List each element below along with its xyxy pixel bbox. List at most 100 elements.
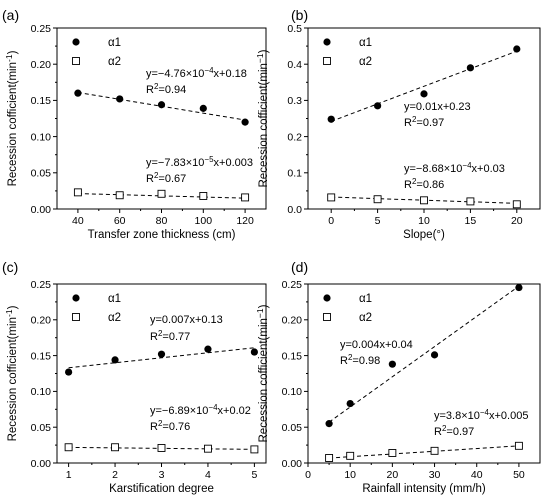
r-squared-main: R <box>150 421 158 433</box>
data-point <box>327 193 336 202</box>
y-tick-label: 0.2 <box>287 131 302 143</box>
fit-equation-main: y=3.8×10 <box>434 410 480 422</box>
data-point <box>250 445 259 454</box>
data-point <box>157 350 166 358</box>
x-tick-label: 80 <box>156 215 168 227</box>
x-tick-label: 30 <box>429 469 441 481</box>
x-axis-title: Karstification degree <box>109 483 214 495</box>
data-point <box>420 196 428 205</box>
panel-label: (b) <box>291 7 308 23</box>
data-point <box>250 348 258 356</box>
r-squared-value: =0.94 <box>158 84 186 96</box>
y-axis-title-sup: −1 <box>255 308 265 318</box>
y-tick-label: 0.00 <box>282 458 303 470</box>
y-tick-label: 0.15 <box>31 350 52 362</box>
legend-marker-open-square <box>323 57 331 65</box>
data-point <box>346 399 354 408</box>
fit-equation: y=−4.76×10−4x+0.18 <box>146 66 247 80</box>
x-tick-label: 20 <box>511 215 523 227</box>
data-point <box>430 351 439 359</box>
fit-equation-tail: x+0.02 <box>218 405 251 417</box>
data-point <box>157 444 166 452</box>
y-tick-label: 0.05 <box>282 422 303 434</box>
plot-frame <box>56 283 267 464</box>
y-axis-title: Recession cofficient(min−1) <box>255 304 270 442</box>
data-point <box>388 360 396 368</box>
r-squared-value: =0.97 <box>416 117 444 129</box>
y-axis-title-tail: ) <box>258 304 270 308</box>
data-point <box>115 191 124 200</box>
y-axis-title-tail: ) <box>7 50 19 54</box>
fit-equation-exponent: −5 <box>204 155 214 164</box>
data-point <box>64 443 73 452</box>
r-squared-value: =0.77 <box>162 331 190 343</box>
data-point <box>116 95 124 103</box>
legend-entry: α2 <box>108 56 121 68</box>
legend-marker-open-square <box>323 313 331 321</box>
r-squared-exponent: 2 <box>158 329 163 338</box>
x-tick-label: 0 <box>305 469 311 481</box>
panel-label: (c) <box>2 259 18 275</box>
legend-marker-filled-circle <box>323 38 331 46</box>
data-point <box>466 197 475 206</box>
r-squared-exponent: 2 <box>158 419 163 428</box>
r-squared: R2=0.77 <box>150 329 190 343</box>
fit-line <box>329 445 519 459</box>
data-point <box>466 64 474 72</box>
r-squared-value: =0.67 <box>158 173 186 185</box>
fit-equation-exponent: −4 <box>208 403 218 412</box>
legend-entry: α1 <box>108 293 121 305</box>
x-tick-label: 5 <box>375 215 381 227</box>
y-tick-label: 0.05 <box>31 168 52 180</box>
y-tick-label: 0.25 <box>31 23 52 35</box>
y-tick-label: 0.00 <box>31 204 52 216</box>
data-point <box>325 420 333 428</box>
y-tick-label: 0.10 <box>31 131 52 143</box>
y-tick-label: 0.4 <box>287 59 302 71</box>
fit-equation-exponent: −4 <box>462 161 472 170</box>
x-tick-label: 60 <box>114 215 126 227</box>
data-point <box>430 446 439 455</box>
fit-equation: y=−6.89×10−4x+0.02 <box>150 403 251 417</box>
legend-entry: α1 <box>108 37 121 49</box>
x-tick-label: 1 <box>66 469 72 481</box>
fit-equation-main: y=0.007x+0.13 <box>150 314 223 326</box>
y-tick-label: 0.20 <box>282 315 303 327</box>
data-point <box>513 45 521 53</box>
r-squared: R2=0.76 <box>150 419 190 433</box>
fit-equation: y=0.007x+0.13 <box>150 314 223 326</box>
fit-equation-tail: x+0.005 <box>489 410 528 422</box>
fit-equation: y=3.8×10−4x+0.005 <box>434 408 528 422</box>
r-squared-main: R <box>150 331 158 343</box>
data-point <box>157 189 166 198</box>
y-tick-label: 0.10 <box>282 386 303 398</box>
y-axis-title-main: Recession cofficient(min <box>258 318 270 442</box>
chart-panel-b: (b) 0.0 0.1 0.2 0.3 0.4 0.5 0 5 10 15 20 Slope(°) Rec… <box>255 7 541 241</box>
y-axis-title: Recession cofficient(min-1) <box>4 50 19 186</box>
y-tick-label: 0.15 <box>282 350 303 362</box>
y-axis-title-main: Recession cofficient(min <box>7 62 19 186</box>
fit-line <box>328 285 520 423</box>
y-axis-title-tail: ) <box>7 305 19 309</box>
fit-equation-main: y=0.004x+0.04 <box>340 339 413 351</box>
data-point <box>111 443 120 452</box>
x-tick-label: 0 <box>328 215 334 227</box>
fit-line <box>331 50 517 122</box>
fit-equation-main: y=−6.89×10 <box>150 405 208 417</box>
legend-marker-filled-circle <box>323 294 331 302</box>
r-squared-value: =0.86 <box>416 179 444 191</box>
data-point <box>241 193 250 202</box>
y-tick-label: 0.10 <box>31 386 52 398</box>
legend-entry: α2 <box>359 56 372 68</box>
data-point <box>388 449 397 457</box>
fit-equation-exponent: −4 <box>204 66 214 75</box>
x-tick-label: 10 <box>418 215 430 227</box>
r-squared: R2=0.86 <box>404 177 444 191</box>
y-axis-title-sup: -1 <box>4 309 14 317</box>
data-point <box>111 356 119 364</box>
data-point <box>373 195 382 204</box>
legend-entry: α1 <box>359 37 372 49</box>
y-tick-label: 0.1 <box>287 168 302 180</box>
r-squared: R2=0.98 <box>340 353 380 367</box>
y-tick-label: 0.20 <box>31 315 52 327</box>
